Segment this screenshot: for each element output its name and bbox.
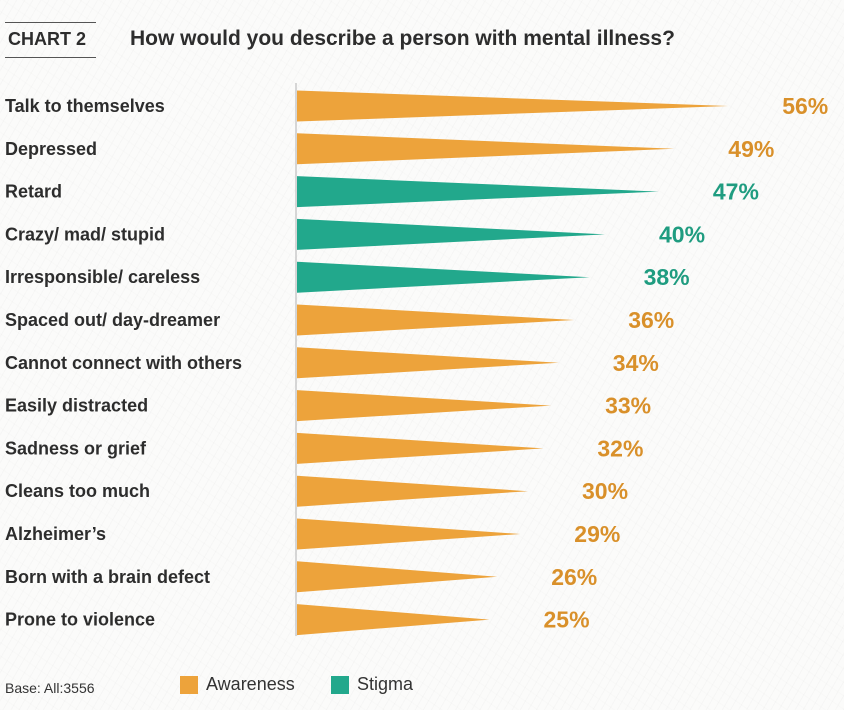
chart-title: How would you describe a person with men…: [130, 27, 675, 50]
category-label: Talk to themselves: [5, 96, 165, 116]
category-label: Irresponsible/ careless: [5, 267, 200, 287]
bar: [297, 347, 559, 379]
chart-number-tag: CHART 2: [5, 22, 96, 58]
bar: [297, 475, 528, 507]
category-label: Born with a brain defect: [5, 567, 210, 587]
legend-item-stigma: Stigma: [331, 674, 413, 695]
bar: [297, 432, 544, 464]
bar: [297, 561, 498, 593]
bar: [297, 218, 605, 250]
value-label: 36%: [628, 307, 674, 333]
base-note: Base: All:3556: [5, 680, 95, 696]
bar: [297, 518, 521, 550]
category-label: Retard: [5, 182, 62, 202]
value-label: 30%: [582, 478, 628, 504]
category-label: Depressed: [5, 139, 97, 159]
bar: [297, 261, 590, 293]
category-label: Spaced out/ day-dreamer: [5, 310, 220, 330]
value-label: 38%: [644, 264, 690, 290]
value-label: 40%: [659, 221, 705, 247]
category-label: Cannot connect with others: [5, 353, 242, 373]
bar: [297, 604, 490, 636]
bar: [297, 304, 575, 336]
bar: [297, 133, 675, 165]
value-label: 34%: [613, 350, 659, 376]
bar: [297, 390, 552, 422]
legend-label-awareness: Awareness: [206, 674, 295, 694]
category-label: Cleans too much: [5, 481, 150, 501]
chart-svg: Talk to themselves 56% Depressed 49% Retard 4…: [5, 83, 828, 636]
value-label: 26%: [551, 564, 597, 590]
legend-label-stigma: Stigma: [357, 674, 414, 694]
value-label: 32%: [597, 435, 643, 461]
legend-swatch-awareness: [180, 675, 198, 694]
value-label: 49%: [728, 136, 774, 162]
value-label: 47%: [713, 179, 759, 205]
bar: [297, 90, 729, 122]
category-label: Crazy/ mad/ stupid: [5, 224, 165, 244]
category-label: Prone to violence: [5, 610, 155, 630]
legend-swatch-stigma: [331, 675, 349, 694]
value-label: 56%: [782, 93, 828, 119]
legend-item-awareness: Awareness: [180, 674, 295, 695]
category-label: Sadness or grief: [5, 438, 147, 458]
category-label: Easily distracted: [5, 396, 148, 416]
value-label: 33%: [605, 393, 651, 419]
bar: [297, 176, 659, 208]
category-label: Alzheimer’s: [5, 524, 106, 544]
value-label: 25%: [544, 607, 590, 633]
value-label: 29%: [574, 521, 620, 547]
